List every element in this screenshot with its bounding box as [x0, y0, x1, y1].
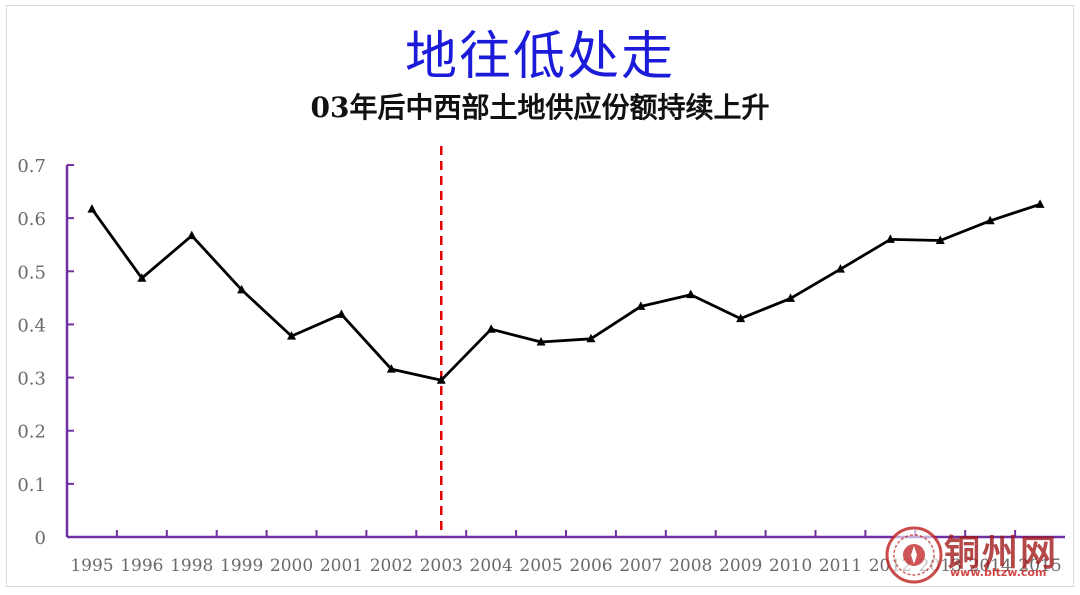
x-tick-label: 2011 — [819, 556, 862, 576]
x-tick-label: 2014 — [969, 556, 1012, 576]
chart-frame — [6, 5, 1074, 587]
data-point-marker — [336, 309, 346, 318]
x-tick-label: 2000 — [270, 556, 313, 576]
y-tick-label: 0.6 — [17, 209, 46, 230]
data-point-marker — [686, 289, 696, 299]
x-tick-label: 1995 — [70, 556, 113, 576]
data-point-marker — [935, 235, 945, 244]
seal-logo-icon — [885, 526, 943, 584]
x-tick-label: 2005 — [519, 556, 562, 576]
x-tick-label: 2004 — [470, 556, 513, 576]
x-tick-label: 2009 — [719, 556, 762, 576]
watermark: 铜州网 www.bltzw.com — [882, 522, 1072, 588]
data-point-marker — [985, 215, 995, 225]
x-tick-label: 2007 — [619, 556, 662, 576]
x-tick-label: 1998 — [170, 556, 213, 576]
series-line — [90, 202, 1041, 382]
data-point-marker — [486, 324, 496, 333]
data-point-marker — [386, 364, 396, 373]
x-tick-label: 2001 — [320, 556, 363, 576]
data-point-marker — [1035, 199, 1045, 208]
chart-title: 地往低处走 — [404, 27, 675, 87]
data-point-marker — [786, 293, 796, 302]
data-point-marker — [287, 331, 297, 340]
x-tick-label: 2015 — [1018, 556, 1061, 576]
data-point-marker — [636, 301, 646, 310]
data-point-marker — [885, 234, 895, 243]
x-tick-label: 1999 — [220, 556, 263, 576]
x-tick-label: 2003 — [420, 556, 463, 576]
data-point-marker — [436, 375, 446, 384]
x-tick-label: 1996 — [120, 556, 163, 576]
y-tick-label: 0 — [35, 528, 46, 549]
data-point-marker — [586, 333, 596, 343]
x-tick-label: 2008 — [669, 556, 712, 576]
data-point-marker — [137, 273, 147, 282]
data-point-marker — [187, 230, 197, 240]
data-point-marker — [835, 264, 845, 273]
x-tick-label: 2010 — [769, 556, 812, 576]
y-tick-label: 0.3 — [17, 369, 46, 390]
y-tick-label: 0.5 — [17, 262, 46, 283]
watermark-text: 铜州网 — [944, 532, 1059, 574]
x-tick-label: 2002 — [370, 556, 413, 576]
y-tick-label: 0.7 — [17, 156, 46, 177]
y-tick-label: 0.4 — [17, 315, 46, 336]
data-point-marker — [536, 336, 546, 346]
watermark-url: www.bltzw.com — [950, 566, 1047, 579]
data-point-marker — [237, 284, 247, 294]
y-tick-label: 0.1 — [17, 475, 46, 496]
y-tick-label: 0.2 — [17, 422, 46, 443]
data-point-marker — [87, 204, 97, 213]
chart-subtitle: 03年后中西部土地供应份额持续上升 — [310, 91, 770, 124]
x-tick-label: 2006 — [569, 556, 612, 576]
data-point-marker — [736, 313, 746, 323]
